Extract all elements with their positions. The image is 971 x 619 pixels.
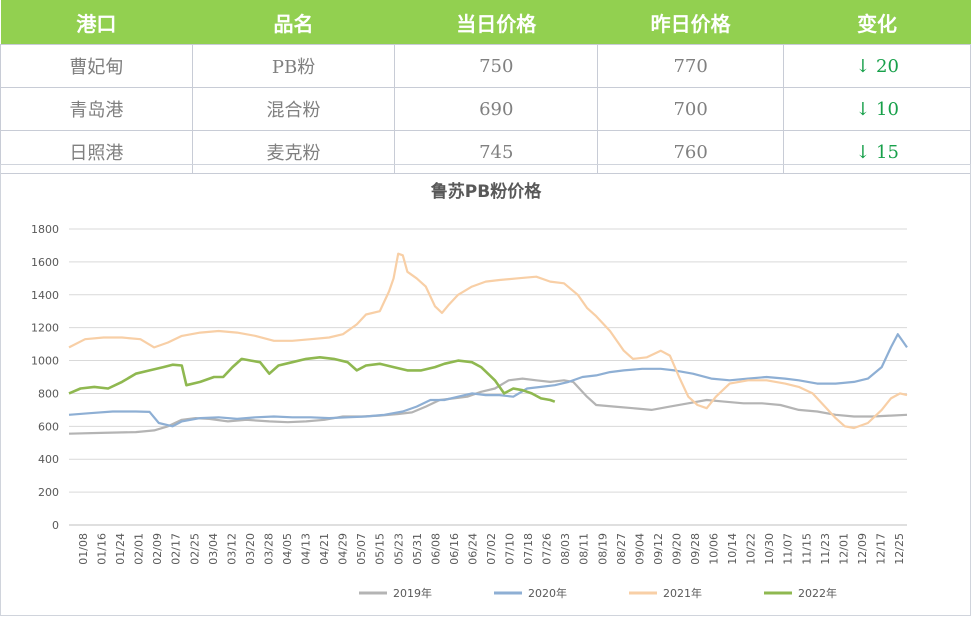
x-tick-label: 04/21 <box>318 533 331 565</box>
series-line-2019年 <box>68 377 908 435</box>
legend-label: 2019年 <box>393 586 432 600</box>
cell-product: PB粉 <box>191 44 396 88</box>
x-tick-label: 11/07 <box>782 533 795 565</box>
x-tick-label: 03/20 <box>244 533 257 565</box>
x-tick-label: 05/15 <box>374 533 387 565</box>
x-tick-label: 11/23 <box>819 533 832 565</box>
x-tick-label: 03/28 <box>262 533 275 565</box>
x-tick-label: 05/23 <box>392 533 405 565</box>
x-tick-label: 01/08 <box>77 533 90 565</box>
x-tick-label: 11/15 <box>800 533 813 565</box>
x-tick-label: 08/27 <box>615 533 628 565</box>
x-tick-label: 07/02 <box>485 533 498 565</box>
x-tick-label: 04/13 <box>300 533 313 565</box>
cell-port: 日照港 <box>0 130 193 174</box>
x-tick-label: 07/26 <box>541 533 554 565</box>
x-tick-label: 03/12 <box>225 533 238 565</box>
cell-change: ↓ 20 <box>783 44 971 88</box>
x-tick-label: 08/19 <box>596 533 609 565</box>
y-tick-label: 0 <box>52 519 59 532</box>
x-tick-label: 06/24 <box>466 533 479 565</box>
x-tick-label: 04/05 <box>281 533 294 565</box>
y-tick-label: 1400 <box>31 289 59 302</box>
legend-label: 2022年 <box>798 586 837 600</box>
y-tick-label: 1800 <box>31 223 59 236</box>
price-table: 港口 品名 当日价格 昨日价格 变化 曹妃甸 PB粉 750 770 ↓ 20 … <box>0 0 971 174</box>
y-tick-label: 800 <box>38 387 59 400</box>
y-tick-label: 400 <box>38 453 59 466</box>
x-tick-label: 12/09 <box>856 533 869 565</box>
x-tick-label: 01/16 <box>96 533 109 565</box>
x-tick-label: 06/16 <box>448 533 461 565</box>
table-row: 青岛港 混合粉 690 700 ↓ 10 <box>0 87 971 131</box>
header-today-price: 当日价格 <box>394 0 598 45</box>
x-tick-label: 01/24 <box>114 533 127 565</box>
cell-product: 麦克粉 <box>191 130 396 174</box>
cell-product: 混合粉 <box>191 87 396 131</box>
x-tick-label: 08/11 <box>578 533 591 565</box>
x-tick-label: 02/17 <box>170 533 183 565</box>
x-tick-label: 10/22 <box>745 533 758 565</box>
x-tick-label: 07/18 <box>522 533 535 565</box>
y-tick-label: 200 <box>38 486 59 499</box>
x-tick-label: 09/28 <box>689 533 702 565</box>
header-yesterday-price: 昨日价格 <box>597 0 784 45</box>
cell-yesterday: 700 <box>597 87 785 131</box>
table-row: 曹妃甸 PB粉 750 770 ↓ 20 <box>0 44 971 88</box>
x-tick-label: 08/03 <box>559 533 572 565</box>
series-line-2021年 <box>68 252 908 430</box>
x-tick-label: 09/20 <box>670 533 683 565</box>
x-tick-label: 02/01 <box>133 533 146 565</box>
cell-change: ↓ 15 <box>783 130 971 174</box>
x-tick-label: 12/01 <box>837 533 850 565</box>
header-change: 变化 <box>783 0 971 45</box>
legend-label: 2021年 <box>663 586 702 600</box>
x-tick-label: 03/04 <box>207 533 220 565</box>
y-tick-label: 1200 <box>31 322 59 335</box>
x-tick-label: 06/08 <box>429 533 442 565</box>
y-tick-label: 1000 <box>31 355 59 368</box>
x-tick-label: 02/09 <box>151 533 164 565</box>
x-tick-label: 09/04 <box>633 533 646 565</box>
x-tick-label: 10/06 <box>708 533 721 565</box>
chart-container: 鲁苏PB粉价格 0 200 400 600 800 1000 1200 1400 1600 180… <box>0 164 971 616</box>
x-tick-label: 04/29 <box>337 533 350 565</box>
x-tick-label: 12/25 <box>893 533 906 565</box>
table-header-row: 港口 品名 当日价格 昨日价格 变化 <box>0 0 971 45</box>
x-tick-label: 10/30 <box>763 533 776 565</box>
chart-title: 鲁苏PB粉价格 <box>431 181 542 202</box>
cell-change: ↓ 10 <box>783 87 971 131</box>
price-line-chart: 鲁苏PB粉价格 0 200 400 600 800 1000 1200 1400 1600 180… <box>31 181 908 600</box>
x-tick-label: 12/17 <box>874 533 887 565</box>
series-line-2020年 <box>68 333 908 428</box>
cell-port: 青岛港 <box>0 87 193 131</box>
header-port: 港口 <box>0 0 193 45</box>
x-tick-label: 02/25 <box>188 533 201 565</box>
cell-port: 曹妃甸 <box>0 44 193 88</box>
x-tick-label: 05/31 <box>411 533 424 565</box>
series-line-2022年 <box>68 356 556 403</box>
header-product: 品名 <box>192 0 395 45</box>
y-tick-label: 600 <box>38 420 59 433</box>
x-tick-label: 05/07 <box>355 533 368 565</box>
cell-yesterday: 760 <box>597 130 785 174</box>
cell-today: 690 <box>394 87 599 131</box>
cell-yesterday: 770 <box>597 44 785 88</box>
x-tick-label: 07/10 <box>504 533 517 565</box>
table-row: 日照港 麦克粉 745 760 ↓ 15 <box>0 130 971 174</box>
y-tick-label: 1600 <box>31 256 59 269</box>
x-tick-label: 09/12 <box>652 533 665 565</box>
legend-label: 2020年 <box>528 586 567 600</box>
cell-today: 750 <box>394 44 599 88</box>
x-tick-label: 10/14 <box>726 533 739 565</box>
